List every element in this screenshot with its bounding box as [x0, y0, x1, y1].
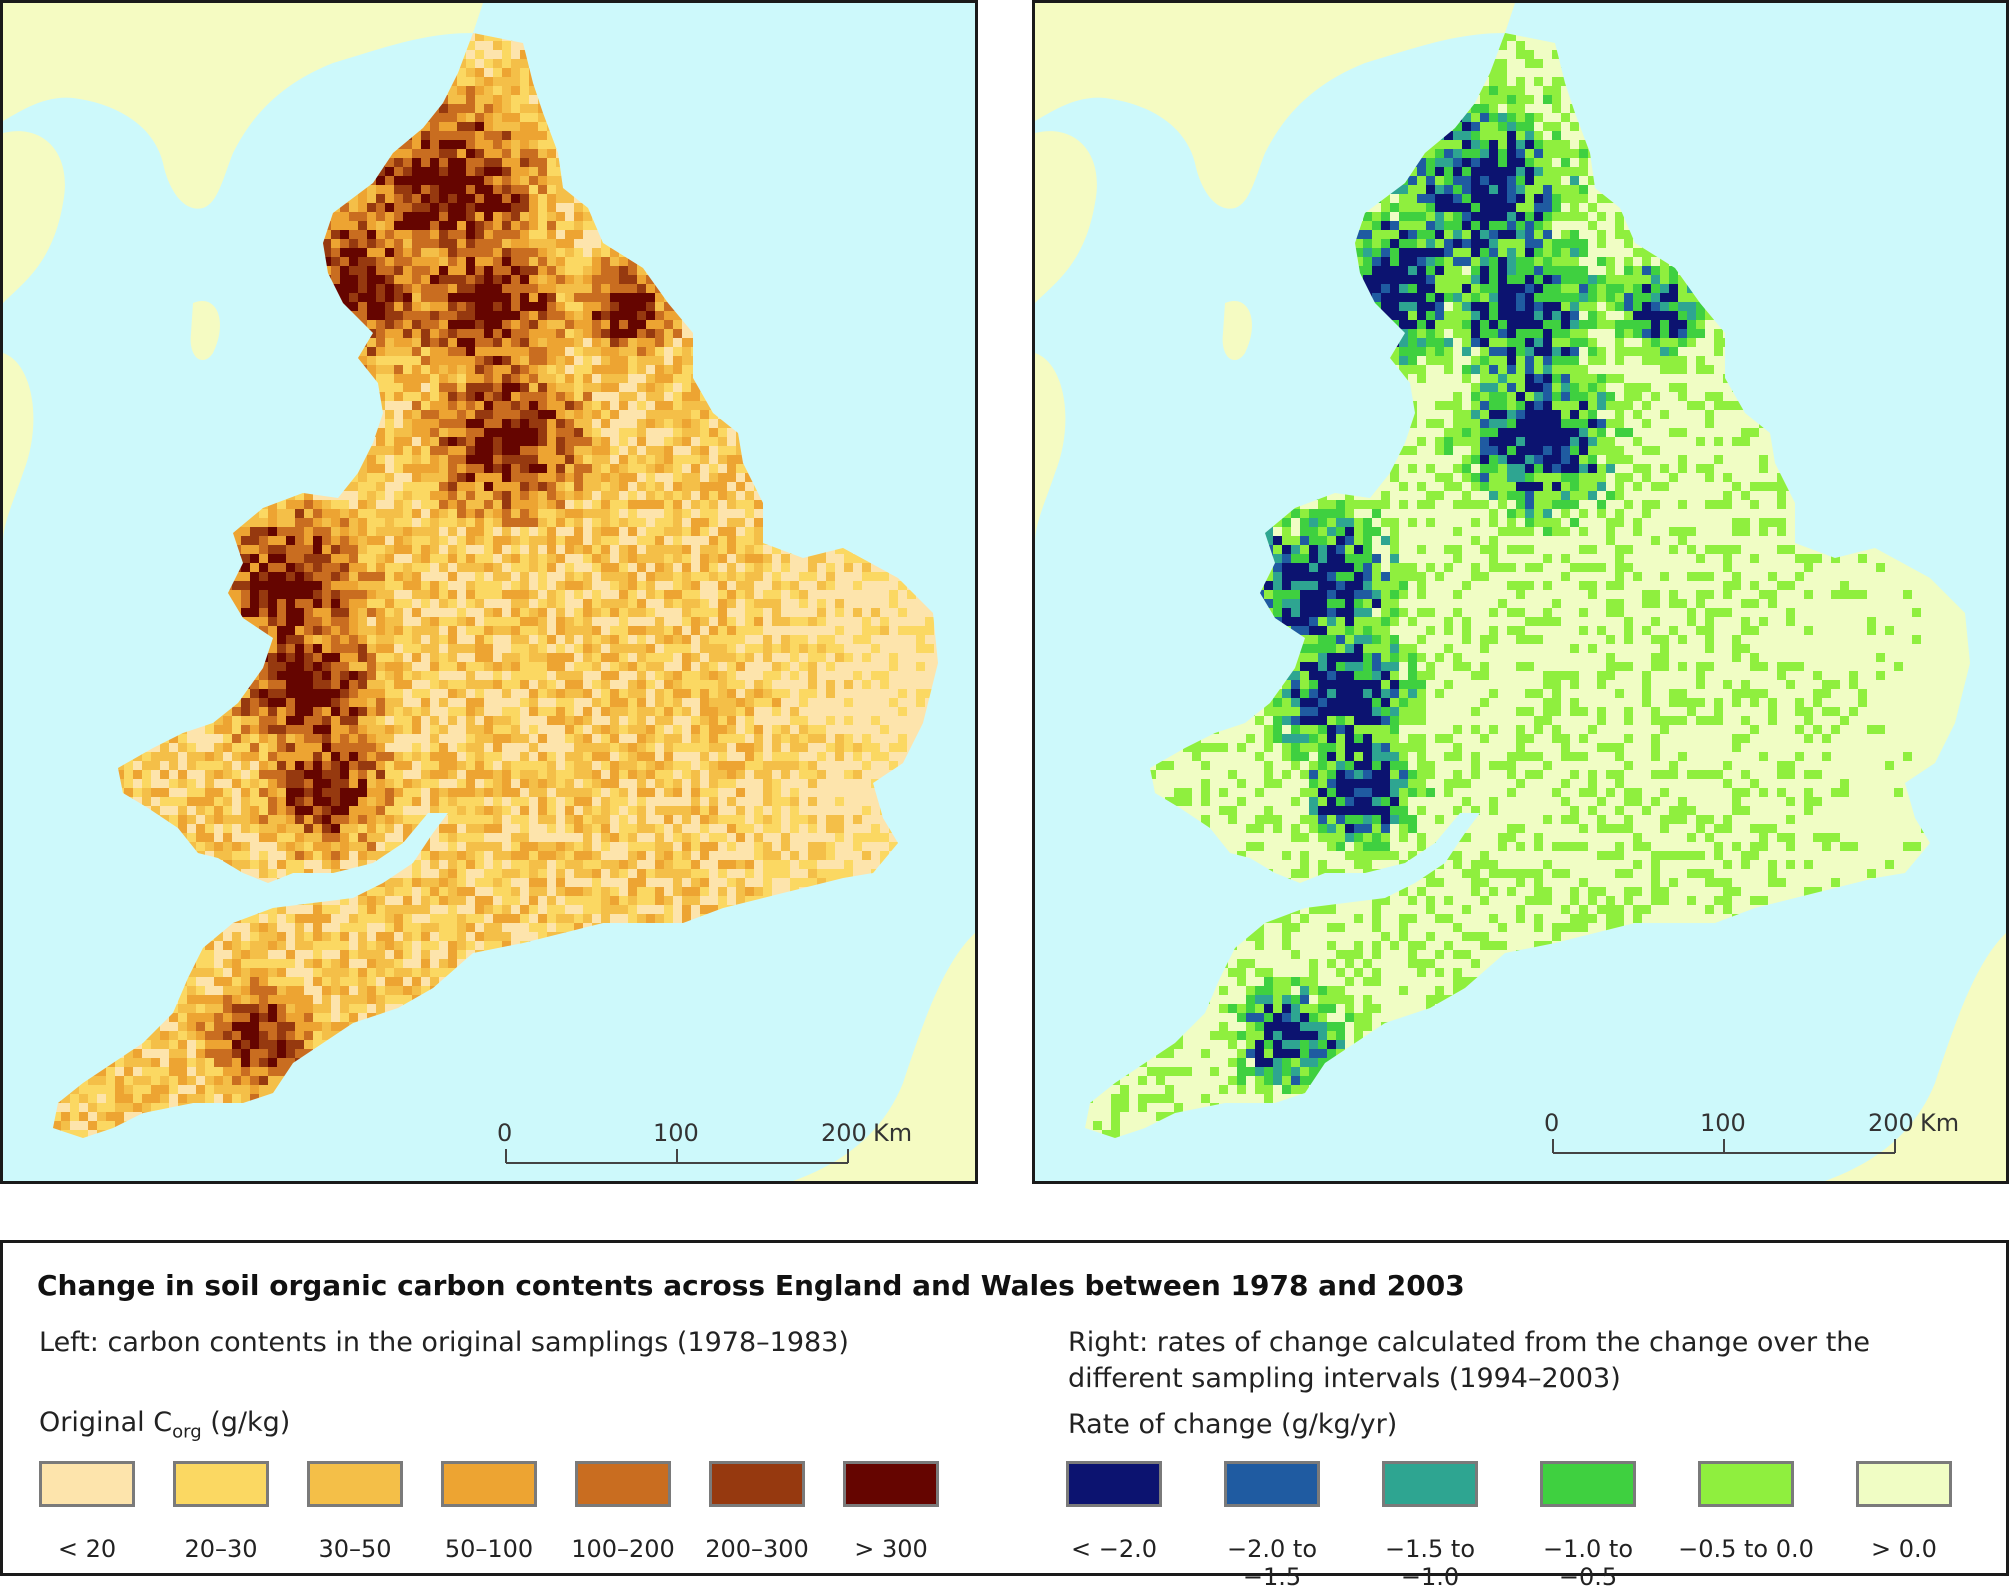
right-legend-heading: Rate of change (g/kg/yr): [1068, 1409, 1397, 1440]
scale-unit: Km: [1920, 1109, 1959, 1137]
carbon-class-swatch-label-3: 50–100: [414, 1535, 564, 1563]
rate-class-swatch-1: [1224, 1461, 1320, 1507]
land-isle-of-man: [191, 301, 220, 360]
scale-tick-0: 0: [1544, 1109, 1559, 1137]
scale-tick-200: 200: [821, 1119, 867, 1147]
carbon-class-swatch-label-5: 200–300: [682, 1535, 832, 1563]
left-map-description: Left: carbon contents in the original sa…: [39, 1325, 849, 1361]
legend-title: Change in soil organic carbon contents a…: [37, 1269, 1465, 1302]
scale-bar: [506, 1149, 848, 1163]
right-map-description-line2: different sampling intervals (1994–2003): [1068, 1361, 1621, 1397]
map-left-original-carbon: 0 100 200 Km: [0, 0, 978, 1184]
scale-tick-0: 0: [497, 1119, 512, 1147]
rate-class-swatch-3: [1540, 1461, 1636, 1507]
rate-class-swatch-5: [1856, 1461, 1952, 1507]
rate-class-swatch-label-3: −1.0 to −0.5: [1513, 1535, 1663, 1591]
rate-class-swatch-label-0: < −2.0: [1039, 1535, 1189, 1563]
scale-unit: Km: [873, 1119, 912, 1147]
carbon-class-swatch-5: [709, 1461, 805, 1507]
rate-class-swatch-label-1: −2.0 to −1.5: [1197, 1535, 1347, 1591]
carbon-class-swatch-1: [173, 1461, 269, 1507]
land-scotland-ireland: [3, 131, 65, 543]
map-left-canvas: [3, 3, 975, 1181]
carbon-class-swatch-label-0: < 20: [12, 1535, 162, 1563]
rate-class-swatch-2: [1382, 1461, 1478, 1507]
scale-bar: [1553, 1139, 1895, 1153]
carbon-class-swatch-label-4: 100–200: [548, 1535, 698, 1563]
rate-class-swatch-label-4: −0.5 to 0.0: [1671, 1535, 1821, 1563]
carbon-class-swatch-0: [39, 1461, 135, 1507]
carbon-class-swatch-2: [307, 1461, 403, 1507]
rate-class-swatch-label-5: > 0.0: [1829, 1535, 1979, 1563]
land-scotland-ireland: [1035, 131, 1097, 543]
legend-panel: Change in soil organic carbon contents a…: [0, 1240, 2009, 1576]
carbon-class-swatch-label-2: 30–50: [280, 1535, 430, 1563]
rate-class-swatch-0: [1066, 1461, 1162, 1507]
land-france: [1825, 933, 2006, 1181]
scale-tick-100: 100: [653, 1119, 699, 1147]
left-legend-heading: Original Corg (g/kg): [39, 1407, 290, 1442]
right-map-description-line1: Right: rates of change calculated from t…: [1068, 1325, 1870, 1361]
map-right-canvas: [1035, 3, 2006, 1181]
rate-class-swatch-4: [1698, 1461, 1794, 1507]
map-right-rate-of-change: 0 100 200 Km: [1032, 0, 2009, 1184]
scale-tick-200: 200: [1868, 1109, 1914, 1137]
land-isle-of-man: [1223, 301, 1252, 360]
carbon-class-swatch-4: [575, 1461, 671, 1507]
scale-tick-100: 100: [1700, 1109, 1746, 1137]
carbon-class-swatch-6: [843, 1461, 939, 1507]
carbon-class-swatch-label-1: 20–30: [146, 1535, 296, 1563]
rate-class-swatch-label-2: −1.5 to −1.0: [1355, 1535, 1505, 1591]
carbon-class-swatch-label-6: > 300: [816, 1535, 966, 1563]
carbon-class-swatch-3: [441, 1461, 537, 1507]
